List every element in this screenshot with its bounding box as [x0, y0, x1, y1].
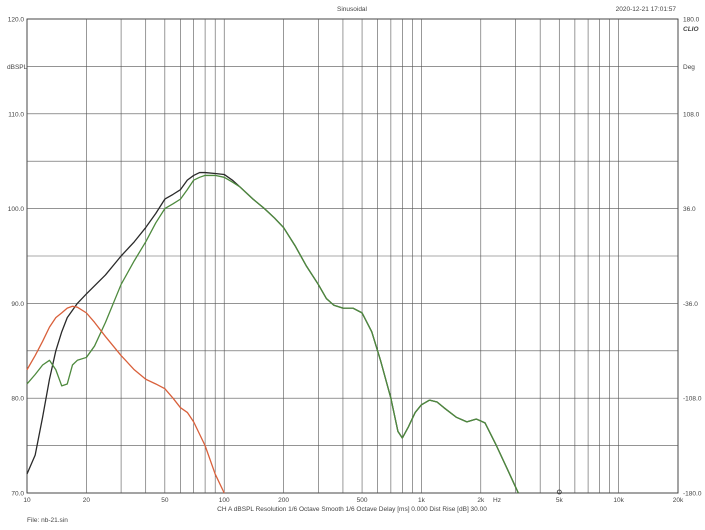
- series-line-2: [26, 174, 519, 494]
- y-tick-label-left: 100.0: [8, 206, 25, 213]
- x-tick-label: 100: [219, 497, 230, 504]
- y-tick-label-left: 80.0: [11, 396, 24, 403]
- y-tick-label-left: 90.0: [11, 301, 24, 308]
- y-tick-label-right: -36.0: [683, 301, 698, 308]
- grid-layer: [27, 19, 678, 493]
- y-tick-label-left: 70.0: [11, 491, 24, 498]
- series-line-3: [26, 305, 225, 494]
- clio-logo: CLIO: [683, 26, 699, 33]
- x-tick-label: 20k: [673, 497, 684, 504]
- marker-point: [556, 489, 562, 495]
- x-tick-label: 10: [23, 497, 31, 504]
- settings-footer: CH A dBSPL Resolution 1/6 Octave Smooth …: [217, 506, 487, 513]
- x-axis-label: Hz: [493, 497, 501, 504]
- file-name: File: nb-21.sin: [27, 517, 68, 524]
- y-tick-label-right: -108.0: [683, 396, 702, 403]
- y-tick-label-right: 36.0: [683, 206, 696, 213]
- x-tick-label: 50: [161, 497, 169, 504]
- y-tick-label-right: 108.0: [683, 111, 700, 118]
- x-tick-label: 5k: [556, 497, 564, 504]
- y-tick-label-right: 180.0: [683, 17, 700, 24]
- chart-title: Sinusoidal: [337, 6, 368, 13]
- x-tick-label: 10k: [613, 497, 624, 504]
- tick-layer: 10 20 50 100 200 500 1k 2k 5k 10k 20k 70.0 80.0 90.0 1…: [8, 17, 702, 505]
- x-tick-label: 1k: [418, 497, 426, 504]
- y-tick-label-right: -180.0: [683, 491, 702, 498]
- x-tick-label: 500: [357, 497, 368, 504]
- x-tick-label: 2k: [477, 497, 485, 504]
- y-tick-label-left: 120.0: [8, 17, 25, 24]
- y-axis-label-left: dBSPL: [7, 64, 28, 71]
- y-tick-label-left: 110.0: [8, 111, 24, 118]
- y-axis-label-right: Deg: [683, 64, 695, 71]
- timestamp: 2020-12-21 17:01:57: [616, 6, 677, 13]
- x-tick-label: 20: [83, 497, 91, 504]
- x-tick-label: 200: [278, 497, 289, 504]
- series-layer: [26, 171, 562, 495]
